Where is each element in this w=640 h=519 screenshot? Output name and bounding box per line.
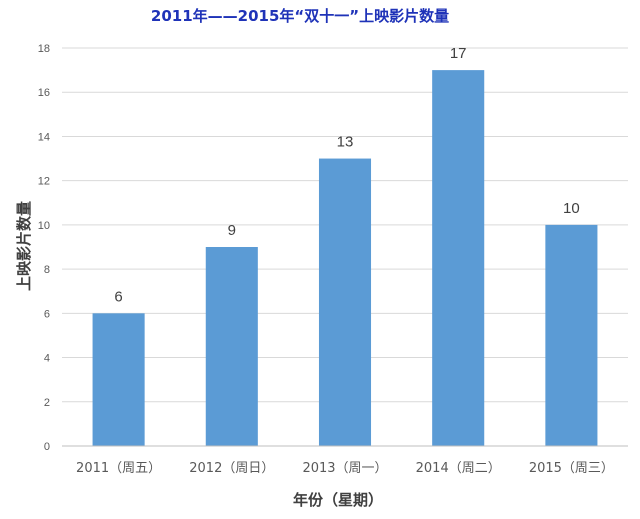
y-tick-label: 8 [44,264,50,276]
data-label: 17 [450,45,467,62]
chart-title: 2011年——2015年“双十一”上映影片数量 [151,7,449,25]
data-label: 10 [563,200,580,217]
y-axis-title: 上映影片数量 [15,201,33,291]
x-axis-categories: 2011（周五） 2012（周日） 2013（周一） 2014（周二） 2015（周三） [76,461,614,476]
x-category-label: 2015（周三） [529,461,614,476]
y-tick-label: 6 [44,308,50,320]
x-category-label: 2012（周日） [189,461,274,476]
x-axis-title: 年份（星期） [293,491,383,509]
y-tick-label: 18 [38,43,50,55]
x-category-label: 2014（周二） [416,461,501,476]
x-category-label: 2011（周五） [76,461,161,476]
y-tick-label: 12 [38,176,50,188]
y-tick-label: 14 [38,131,50,143]
y-tick-label: 16 [38,87,50,99]
y-tick-label: 0 [44,441,50,453]
y-tick-label: 10 [38,220,50,232]
y-axis-ticks: 0 2 4 6 8 10 12 14 16 18 [38,43,50,453]
bar [318,158,372,447]
data-label: 6 [114,288,122,305]
bars [92,70,598,447]
bar [545,224,598,446]
x-category-label: 2013（周一） [302,461,387,476]
data-label: 13 [337,134,354,151]
bar [92,313,145,446]
bar [432,70,485,446]
data-label: 9 [228,222,236,239]
data-labels: 6 9 13 17 10 [114,45,579,305]
y-tick-label: 2 [44,397,50,409]
bar [205,247,258,446]
y-tick-label: 4 [44,353,50,365]
